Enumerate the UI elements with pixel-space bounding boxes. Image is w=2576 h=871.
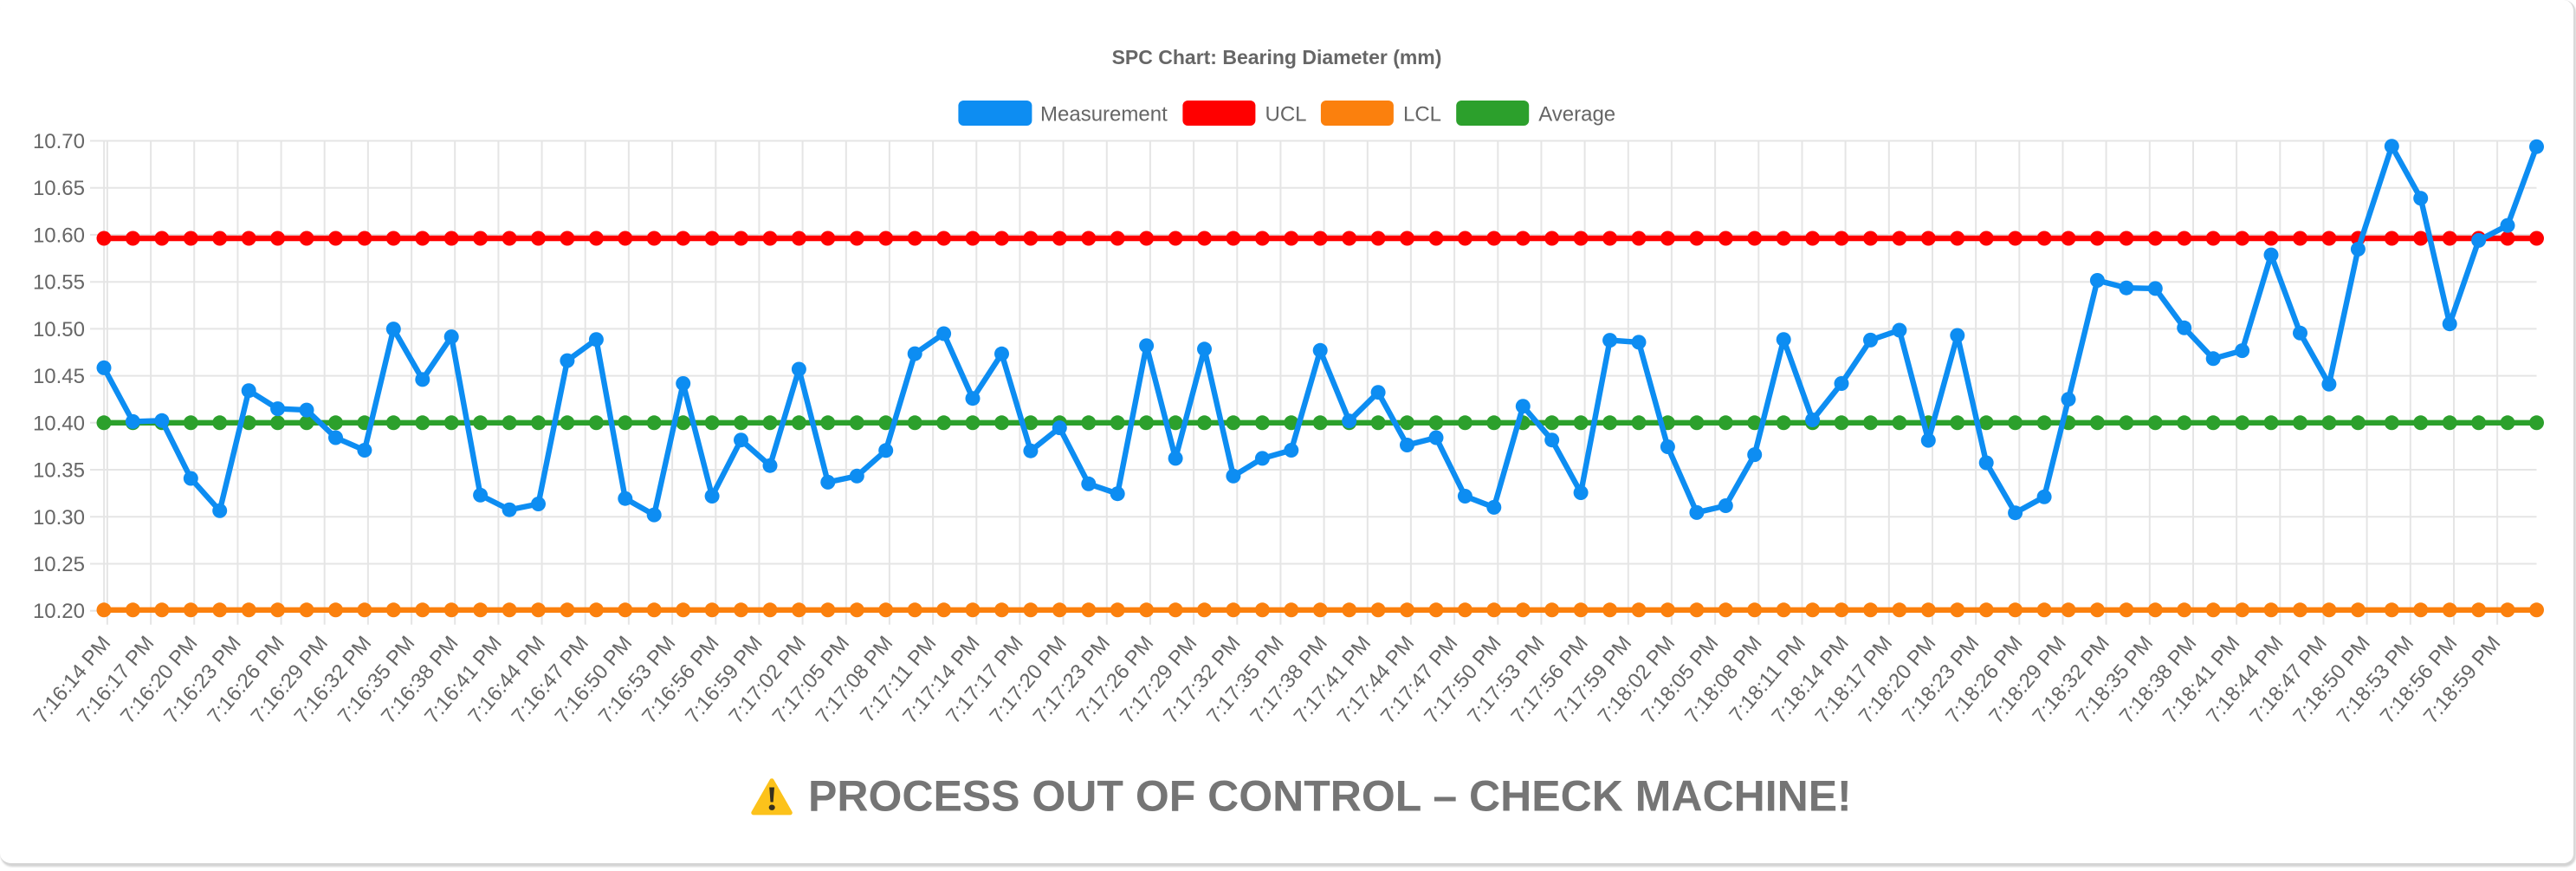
svg-text:10.40: 10.40 — [33, 412, 85, 435]
svg-text:LCL: LCL — [1403, 103, 1441, 127]
svg-text:PROCESS OUT OF CONTROL – CHECK: PROCESS OUT OF CONTROL – CHECK MACHINE! — [808, 772, 1852, 821]
svg-text:10.35: 10.35 — [33, 459, 85, 483]
svg-text:10.50: 10.50 — [33, 318, 85, 341]
svg-text:SPC Chart: Bearing Diameter (m: SPC Chart: Bearing Diameter (mm) — [1112, 46, 1442, 68]
svg-text:Measurement: Measurement — [1040, 103, 1168, 127]
svg-text:10.25: 10.25 — [33, 553, 85, 576]
svg-text:10.45: 10.45 — [33, 365, 85, 388]
svg-text:10.55: 10.55 — [33, 271, 85, 295]
svg-text:10.30: 10.30 — [33, 506, 85, 530]
svg-text:10.65: 10.65 — [33, 177, 85, 200]
svg-text:UCL: UCL — [1265, 103, 1307, 127]
svg-text:Average: Average — [1538, 103, 1615, 127]
svg-text:10.70: 10.70 — [33, 130, 85, 153]
svg-text:10.20: 10.20 — [33, 600, 85, 623]
svg-text:10.60: 10.60 — [33, 224, 85, 247]
